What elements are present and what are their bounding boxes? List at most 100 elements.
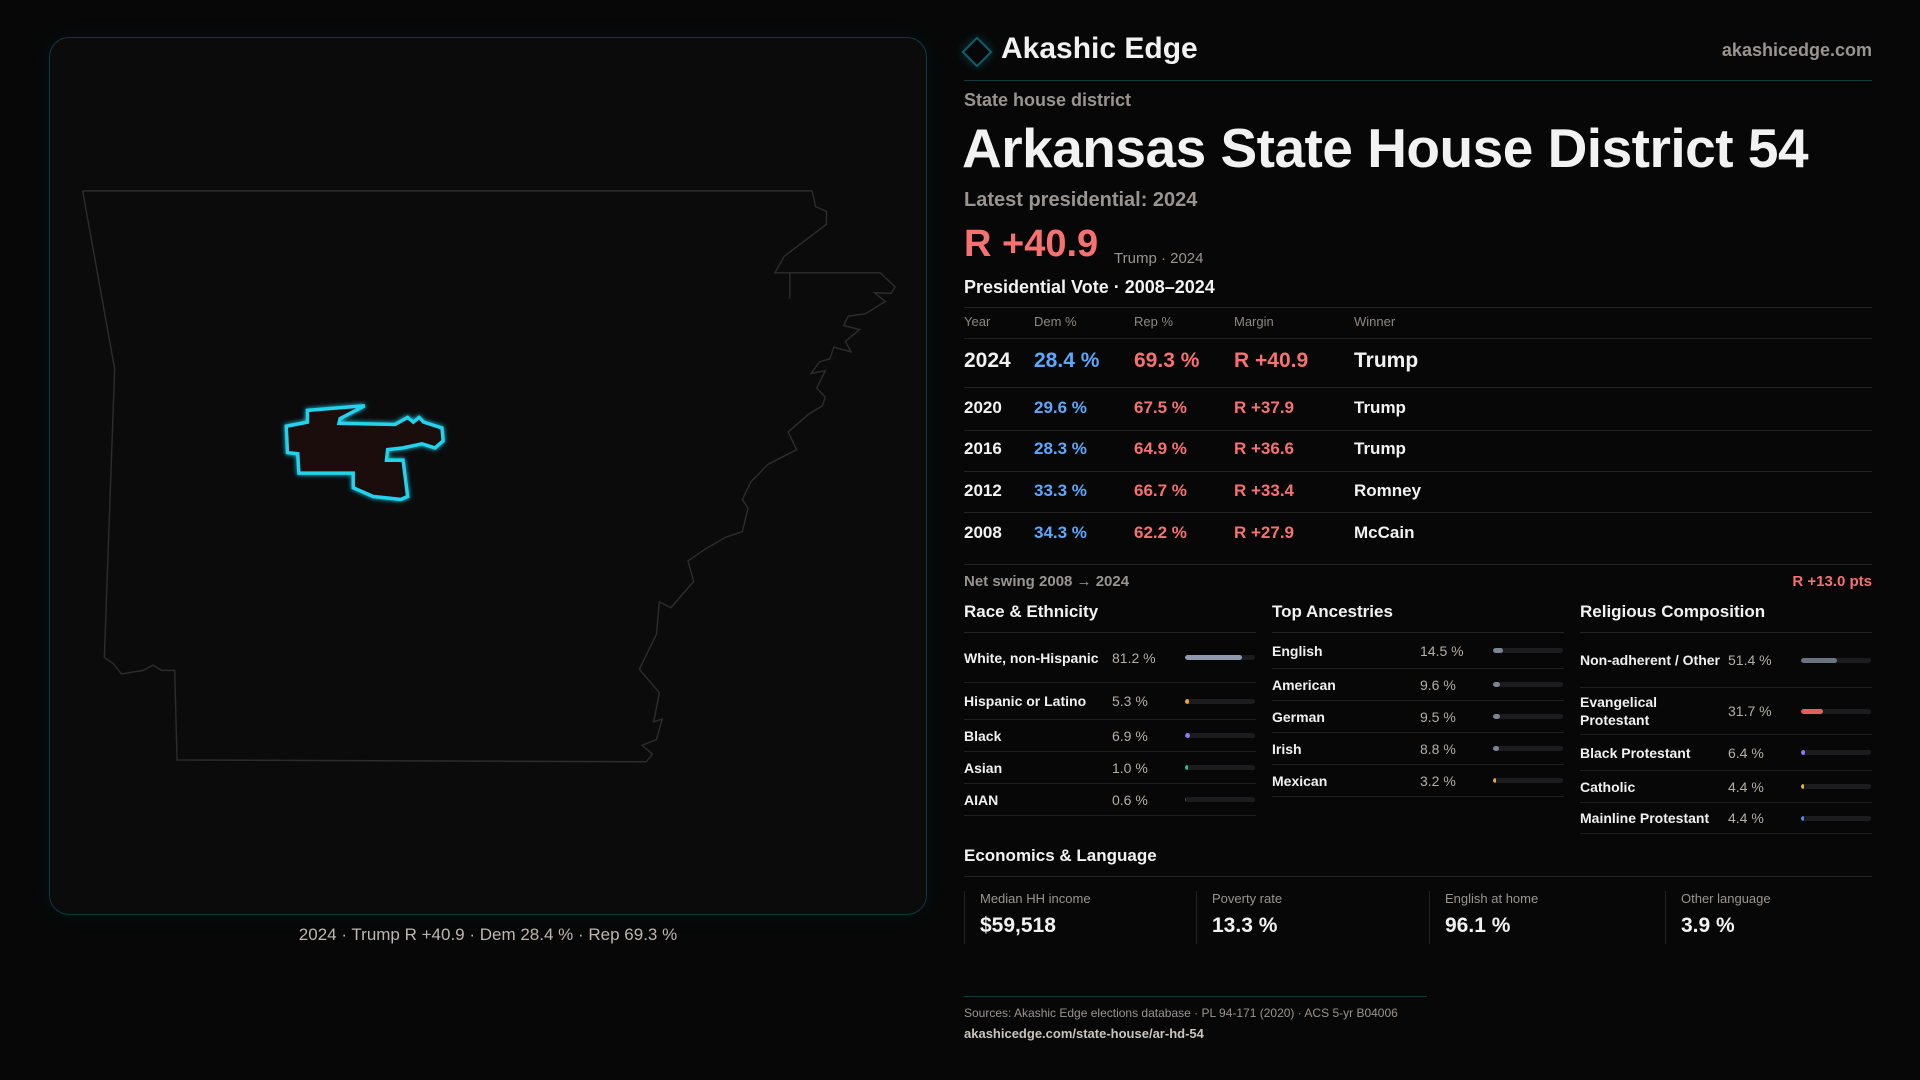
district-shape[interactable] [284, 403, 445, 502]
religion-row: Evangelical Protestant 31.7 % [1580, 688, 1872, 735]
map-panel[interactable] [49, 37, 927, 915]
logo-diamond-icon [961, 36, 993, 68]
cell-dem: 33.3 % [1034, 481, 1087, 500]
row-bar-fill [1801, 815, 1805, 821]
state-outline [81, 190, 897, 763]
row-bar [1493, 648, 1563, 653]
econ-card-value: 13.3 % [1212, 914, 1278, 937]
row-bar [1493, 682, 1563, 687]
econ-card-label: English at home [1445, 891, 1539, 906]
ancestry-row: German 9.5 % [1272, 701, 1564, 733]
ancestry-row: American 9.6 % [1272, 669, 1564, 701]
cell-winner: Trump [1354, 349, 1419, 372]
row-bar [1185, 765, 1255, 770]
col-year: Year [964, 314, 991, 329]
col-rep: Rep % [1134, 314, 1174, 329]
cell-rep: 69.3 % [1134, 349, 1200, 372]
row-bar [1801, 657, 1871, 663]
ancestry-row: Irish 8.8 % [1272, 733, 1564, 765]
row-label: Black [964, 727, 1002, 744]
page-title: Arkansas State House District 54 [962, 117, 1809, 179]
row-value: 9.5 % [1420, 708, 1456, 725]
econ-card-label: Median HH income [980, 891, 1091, 906]
row-bar-fill [1185, 765, 1188, 770]
econ-card: Other language 3.9 % [1665, 891, 1771, 944]
econ-card-value: 3.9 % [1681, 914, 1735, 937]
row-value: 4.4 % [1728, 778, 1764, 795]
religion-row: Catholic 4.4 % [1580, 771, 1872, 803]
cell-winner: McCain [1354, 523, 1415, 542]
row-label: Asian [964, 759, 1003, 776]
row-label: German [1272, 708, 1325, 725]
row-label: AIAN [964, 791, 999, 808]
row-bar-fill [1185, 655, 1242, 660]
econ-card-label: Other language [1681, 891, 1771, 906]
col-dem: Dem % [1034, 314, 1077, 329]
row-bar [1185, 733, 1255, 738]
row-value: 31.7 % [1728, 703, 1772, 719]
sources: Sources: Akashic Edge elections database… [964, 1006, 1398, 1020]
religion-row: Black Protestant 6.4 % [1580, 735, 1872, 771]
race-row: Black 6.9 % [964, 720, 1256, 752]
religion-row: Non-adherent / Other 51.4 % [1580, 633, 1872, 688]
brand-name: Akashic Edge [1001, 32, 1198, 65]
row-bar-fill [1493, 778, 1496, 783]
race-row: Hispanic or Latino 5.3 % [964, 683, 1256, 720]
col-margin: Margin [1234, 314, 1274, 329]
net-swing-value: R +13.0 pts [1792, 573, 1872, 590]
cell-year: 2020 [964, 398, 1002, 417]
site-link[interactable]: akashicedge.com [1721, 40, 1872, 60]
row-label: Non-adherent / Other [1580, 652, 1721, 668]
row-label: English [1272, 642, 1323, 659]
religion-title: Religious Composition [1580, 602, 1766, 621]
row-bar-fill [1493, 648, 1504, 653]
district-map[interactable] [50, 38, 926, 914]
row-bar [1185, 797, 1255, 802]
page-url[interactable]: akashicedge.com/state-house/ar-hd-54 [964, 1026, 1204, 1041]
ancestry-row: Mexican 3.2 % [1272, 765, 1564, 797]
cell-winner: Trump [1354, 398, 1406, 417]
row-value: 1.0 % [1112, 759, 1148, 776]
row-bar-fill [1801, 784, 1805, 789]
row-value: 8.8 % [1420, 740, 1456, 757]
row-value: 81.2 % [1112, 649, 1156, 666]
econ-card-value: $59,518 [980, 914, 1056, 937]
row-label: Hispanic or Latino [964, 693, 1087, 709]
district-type: State house district [964, 90, 1132, 110]
cell-winner: Romney [1354, 481, 1422, 500]
religion-row: Mainline Protestant 4.4 % [1580, 803, 1872, 834]
cell-dem: 28.3 % [1034, 439, 1087, 458]
econ-card: Poverty rate 13.3 % [1196, 891, 1282, 944]
cell-margin: R +27.9 [1234, 523, 1295, 542]
row-value: 9.6 % [1420, 676, 1456, 693]
row-label: White, non-Hispanic [964, 649, 1099, 666]
cell-winner: Trump [1354, 439, 1406, 458]
cell-year: 2024 [964, 349, 1011, 372]
row-bar [1801, 750, 1871, 755]
row-label: Irish [1272, 740, 1302, 757]
row-label: Catholic [1580, 778, 1636, 795]
row-value: 51.4 % [1728, 652, 1772, 668]
footer-divider [964, 996, 1427, 997]
race-row: White, non-Hispanic 81.2 % [964, 633, 1256, 683]
row-value: 0.6 % [1112, 791, 1148, 808]
race-row: Asian 1.0 % [964, 752, 1256, 784]
net-swing-label: Net swing 2008 → 2024 [964, 573, 1130, 590]
cell-rep: 62.2 % [1134, 523, 1187, 542]
econ-card: English at home 96.1 % [1429, 891, 1538, 944]
race-title: Race & Ethnicity [964, 602, 1099, 621]
row-bar-fill [1801, 657, 1837, 663]
row-bar-fill [1801, 708, 1824, 714]
col-winner: Winner [1354, 314, 1396, 329]
row-label: Black Protestant [1580, 744, 1691, 761]
row-bar [1493, 778, 1563, 783]
econ-card: Median HH income $59,518 [964, 891, 1091, 944]
cell-margin: R +40.9 [1234, 349, 1309, 372]
econ-card-value: 96.1 % [1445, 914, 1511, 937]
row-bar [1185, 655, 1255, 660]
row-value: 5.3 % [1112, 693, 1148, 709]
ancestry-title: Top Ancestries [1272, 602, 1393, 621]
row-value: 6.4 % [1728, 744, 1764, 761]
row-value: 14.5 % [1420, 642, 1464, 659]
cell-year: 2016 [964, 439, 1002, 458]
